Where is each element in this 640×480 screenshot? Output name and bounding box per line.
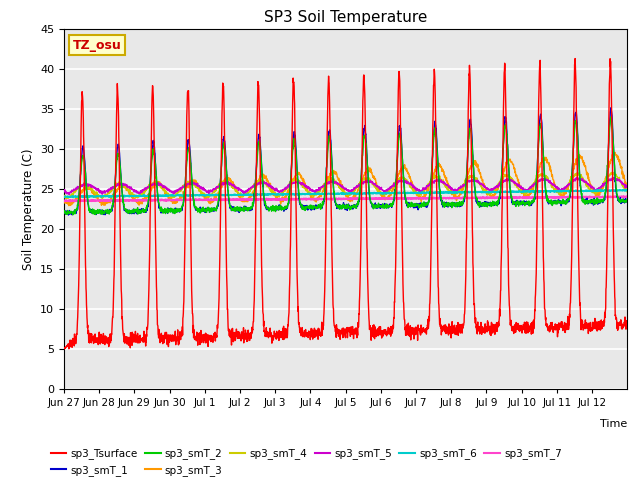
Legend: sp3_Tsurface, sp3_smT_1, sp3_smT_2, sp3_smT_3, sp3_smT_4, sp3_smT_5, sp3_smT_6, : sp3_Tsurface, sp3_smT_1, sp3_smT_2, sp3_… [47, 444, 566, 480]
Text: Time: Time [600, 420, 627, 430]
Title: SP3 Soil Temperature: SP3 Soil Temperature [264, 10, 428, 25]
Y-axis label: Soil Temperature (C): Soil Temperature (C) [22, 148, 35, 270]
Text: TZ_osu: TZ_osu [72, 38, 121, 52]
